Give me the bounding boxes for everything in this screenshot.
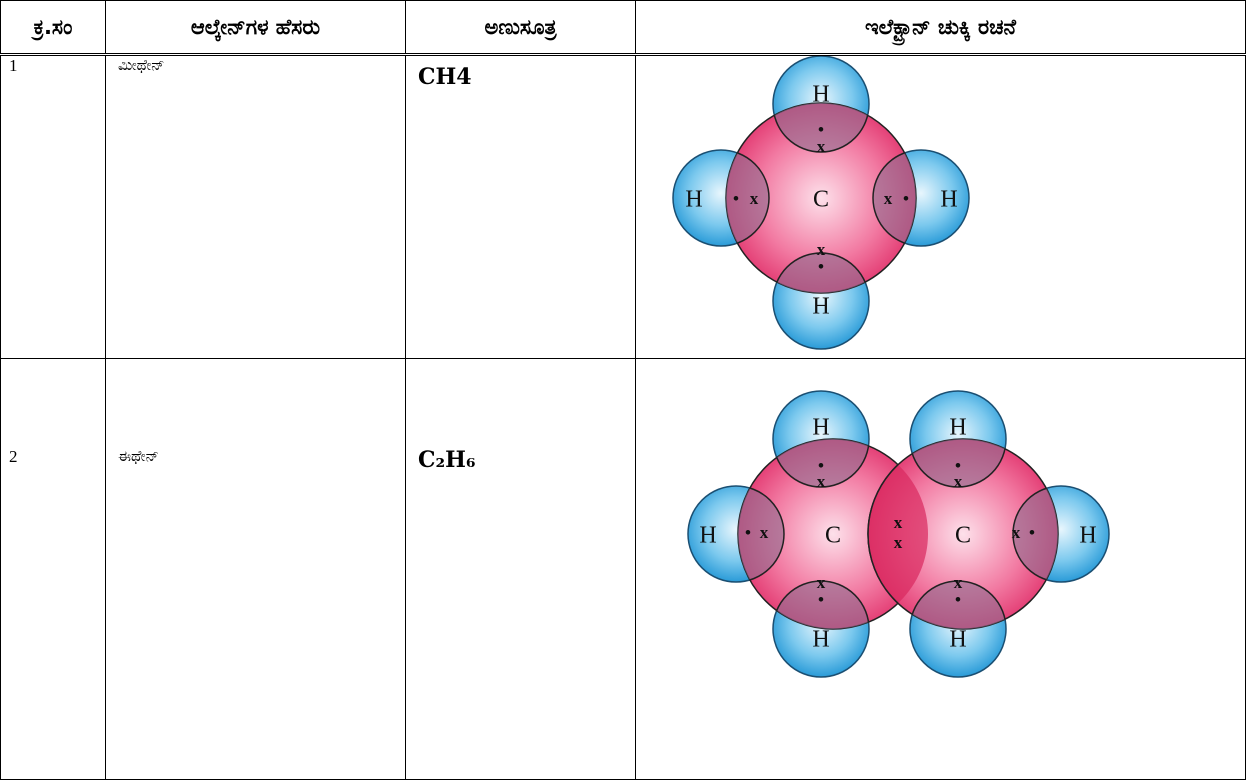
shared-region xyxy=(738,485,785,583)
electron: x xyxy=(894,513,903,532)
electron: • xyxy=(745,523,751,542)
atom-label: H xyxy=(1079,523,1096,549)
electron: • xyxy=(733,189,739,208)
atom-label: H xyxy=(685,187,702,213)
electron: x xyxy=(817,573,826,592)
atom-label: H xyxy=(812,82,829,108)
electron: • xyxy=(818,257,824,276)
row: 1 ಮೀಥೇನ್ CH4 H H H H C • x • x x • x • xyxy=(0,54,1246,359)
electron: x xyxy=(750,189,759,208)
shared-region xyxy=(772,580,870,629)
atom-label: H xyxy=(812,627,829,653)
electron: x xyxy=(817,137,826,156)
electron: x xyxy=(894,533,903,552)
electron: x xyxy=(817,240,826,259)
formula: CH4 xyxy=(405,54,636,359)
atom-label: C xyxy=(955,523,971,549)
atom-label: C xyxy=(825,523,841,549)
electron: • xyxy=(818,456,824,475)
atom-label: H xyxy=(940,187,957,213)
shared-region xyxy=(772,439,870,488)
atom-label: H xyxy=(699,523,716,549)
electron: • xyxy=(955,456,961,475)
header-cell: ಆಲ್ಕೇನ್‌ಗಳ ಹೆಸರು xyxy=(105,0,406,56)
header-row: ಕ್ರ.ಸಂ ಆಲ್ಕೇನ್‌ಗಳ ಹೆಸರು ಅಣುಸೂತ್ರ ಇಲೆಕ್ಟ್… xyxy=(0,0,1246,56)
shared-region xyxy=(726,149,770,247)
name: ಮೀಥೇನ್ xyxy=(105,54,406,359)
header-cell: ಕ್ರ.ಸಂ xyxy=(0,0,106,56)
electron: • xyxy=(903,189,909,208)
diagram-cell: H H H H C • x • x x • x • xyxy=(635,54,1246,359)
electron: x xyxy=(954,573,963,592)
number: 1 xyxy=(0,54,106,359)
atom-label: C xyxy=(813,187,829,213)
shared-region xyxy=(872,149,916,247)
electron: • xyxy=(1029,523,1035,542)
electron: x xyxy=(1012,523,1021,542)
formula: C₂H₆ xyxy=(405,358,636,780)
electron-dot-diagram: HH HHC•x• x x •x• xyxy=(672,55,970,350)
electron: x xyxy=(760,523,769,542)
name: ಈಥೇನ್ xyxy=(105,358,406,780)
shared-region xyxy=(909,580,1007,629)
shared-region xyxy=(772,252,870,293)
shared-region xyxy=(909,439,1007,488)
electron: • xyxy=(818,120,824,139)
diagram-cell: H H H H H H C C • x • x • x x x x • x • x • xyxy=(635,358,1246,780)
shared-region xyxy=(1012,485,1058,583)
atom-label: H xyxy=(949,627,966,653)
atom-label: H xyxy=(949,415,966,441)
electron: x xyxy=(884,189,893,208)
electron: x xyxy=(817,472,826,491)
atom-label: H xyxy=(812,294,829,320)
number: 2 xyxy=(0,358,106,780)
atom-label: H xyxy=(812,415,829,441)
header-cell: ಅಣುಸೂತ್ರ xyxy=(405,0,636,56)
row: 2 ಈಥೇನ್ C₂H₆ H H H H H H C C • x • x • x x x x • x • x • xyxy=(0,358,1246,780)
electron: x xyxy=(954,472,963,491)
header-cell: ಇಲೆಕ್ಟ್ರಾನ್ ಚುಕ್ಕಿ ರಚನೆ xyxy=(635,0,1246,56)
electron: • xyxy=(955,590,961,609)
electron: • xyxy=(818,590,824,609)
